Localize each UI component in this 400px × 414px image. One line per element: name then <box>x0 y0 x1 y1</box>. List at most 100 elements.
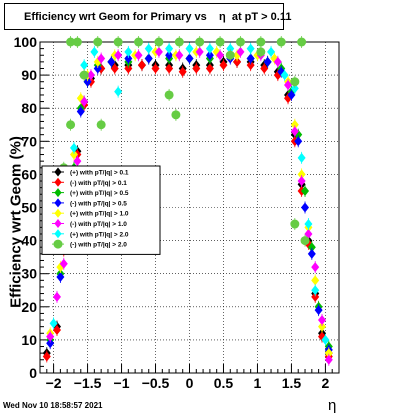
data-point <box>124 46 133 57</box>
data-point <box>96 120 106 130</box>
data-point <box>297 169 306 180</box>
data-point <box>154 37 164 47</box>
data-point <box>110 63 119 74</box>
data-point <box>80 60 89 71</box>
x-tick-label: 1 <box>254 375 262 391</box>
data-point <box>324 348 333 359</box>
data-point <box>185 53 194 64</box>
data-point <box>205 63 214 74</box>
data-point <box>297 176 306 187</box>
y-axis-label-box: Efficiency wrt Geom (%) <box>1 122 31 322</box>
data-point <box>260 63 269 74</box>
data-point <box>73 156 82 167</box>
data-point <box>144 53 153 64</box>
legend-marker <box>54 167 62 177</box>
y-tick-label: 80 <box>21 100 37 116</box>
axes: −2 −1.5 −1 −0.5 0 0.5 1 1.5 20102030405060708090… <box>14 34 340 391</box>
data-point <box>290 126 299 137</box>
data-point <box>86 70 95 81</box>
data-point <box>205 50 214 61</box>
data-point <box>79 70 89 80</box>
data-point <box>235 37 245 47</box>
x-tick-label: 1.5 <box>282 375 302 391</box>
data-point <box>318 321 327 332</box>
data-point <box>314 305 323 316</box>
data-point <box>49 318 58 329</box>
data-point <box>307 242 316 253</box>
data-point <box>304 219 313 230</box>
data-point <box>267 46 276 57</box>
data-point <box>46 338 55 349</box>
data-point <box>97 53 106 64</box>
data-point <box>311 291 320 302</box>
data-point <box>225 50 235 60</box>
data-point <box>287 89 296 100</box>
data-point <box>46 331 55 342</box>
y-tick-label: 90 <box>21 67 37 83</box>
legend-marker <box>54 198 62 208</box>
data-point <box>59 258 68 269</box>
data-point <box>297 152 306 163</box>
legend-label: (-) with pT/|q| > 0.5 <box>70 200 127 207</box>
legend-label: (+) with pT/|q| > 1.0 <box>70 211 129 218</box>
data-point <box>301 202 310 213</box>
data-point <box>114 50 123 61</box>
legend-marker <box>54 177 62 187</box>
timestamp: Wed Nov 10 18:58:57 2021 <box>3 401 103 410</box>
data-point <box>195 46 204 57</box>
data-point <box>256 37 266 47</box>
y-tick-label: 70 <box>21 133 37 149</box>
data-point <box>205 43 214 54</box>
y-tick-label: 20 <box>21 299 37 315</box>
data-point <box>144 43 153 54</box>
data-point <box>185 43 194 54</box>
y-tick-label: 30 <box>21 266 37 282</box>
data-point <box>165 63 174 74</box>
chart-title: Efficiency wrt Geom for Primary vs η at … <box>4 3 291 30</box>
data-point <box>114 86 123 97</box>
data-point <box>297 37 307 47</box>
data-point <box>178 66 187 77</box>
data-point <box>66 120 76 130</box>
y-tick-label: 50 <box>21 200 37 216</box>
data-point <box>290 119 299 130</box>
data-point <box>192 63 201 74</box>
x-tick-label: −1 <box>114 375 130 391</box>
legend: (+) with pT/|q| > 0.1 (-) with pT/|q| > 0… <box>41 165 161 255</box>
x-tick-label: −2 <box>46 375 62 391</box>
data-point <box>216 50 225 61</box>
y-tick-label: 60 <box>21 166 37 182</box>
data-point <box>171 110 181 120</box>
legend-label: (-) with pT/|q| > 0.1 <box>70 180 127 187</box>
x-tick-label: −0.5 <box>142 375 170 391</box>
data-point <box>290 219 300 229</box>
data-point <box>219 60 228 71</box>
data-point <box>66 37 76 47</box>
x-axis-label: η <box>328 397 337 414</box>
data-point <box>195 37 205 47</box>
data-point <box>134 50 143 61</box>
data-point <box>165 50 174 61</box>
data-point <box>273 56 282 67</box>
data-point <box>215 37 225 47</box>
data-point <box>307 248 316 259</box>
data-point <box>300 236 310 246</box>
data-point <box>290 83 299 94</box>
legend-marker <box>54 229 62 239</box>
y-tick-label: 100 <box>14 34 38 50</box>
legend-marker <box>53 239 63 249</box>
data-point <box>52 291 61 302</box>
data-point <box>42 351 51 362</box>
data-point <box>151 63 160 74</box>
y-axis-label: Efficiency wrt Geom (%) <box>7 136 25 308</box>
legend-label: (-) with pT/|q| > 2.0 <box>70 242 127 249</box>
legend-marker <box>54 188 62 198</box>
data-point <box>276 37 286 47</box>
data-point <box>294 136 303 147</box>
data-point <box>80 96 89 107</box>
data-point <box>246 53 255 64</box>
data-point <box>56 272 65 283</box>
data-point <box>236 46 245 57</box>
data-point <box>318 315 327 326</box>
